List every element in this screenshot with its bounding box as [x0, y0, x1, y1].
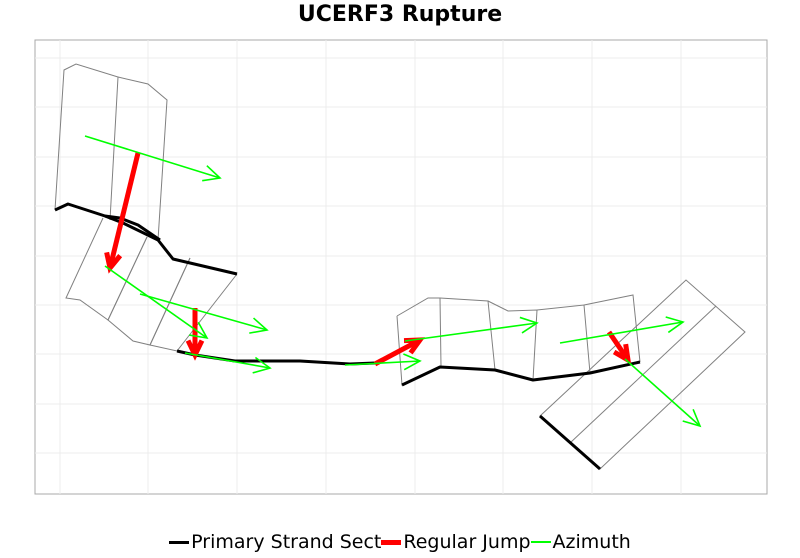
- section-outline-east-c: [487, 300, 538, 381]
- regular-jump-arrow-0: [104, 152, 141, 274]
- legend-item-primary-strand: Primary Strand Sect: [169, 531, 381, 553]
- section-outline-north-a: [54, 63, 119, 221]
- chart-title: UCERF3 Rupture: [297, 2, 503, 27]
- azimuth-arrow-3: [184, 352, 272, 374]
- section-outline-east-e: [583, 294, 641, 363]
- azimuth-arrow-6: [559, 316, 685, 344]
- regular-jump-arrow-3: [606, 330, 632, 365]
- legend: Primary Strand Sect Regular Jump Azimuth: [0, 531, 800, 553]
- azimuth-arrow-2: [139, 293, 269, 334]
- azimuth-arrow-7: [624, 358, 702, 428]
- legend-item-azimuth: Azimuth: [530, 531, 631, 553]
- azimuth-arrow-0: [84, 135, 222, 182]
- section-outline-east-a: [396, 297, 442, 386]
- legend-swatch-primary-strand: [169, 540, 190, 544]
- azimuth-arrow-4: [344, 353, 422, 371]
- legend-label-regular-jump: Regular Jump: [403, 531, 531, 553]
- series-layer: [54, 135, 702, 471]
- legend-swatch-azimuth: [530, 541, 551, 543]
- plot-frame: [34, 39, 768, 495]
- legend-swatch-regular-jump: [381, 539, 402, 545]
- azimuth-arrow-1: [104, 265, 209, 340]
- grid-lines: [35, 40, 767, 494]
- legend-label-primary-strand: Primary Strand Sect: [191, 531, 382, 553]
- azimuth-arrow-5: [404, 316, 539, 342]
- primary-strand-sect-trace-4: [539, 414, 601, 471]
- legend-item-regular-jump: Regular Jump: [381, 531, 531, 553]
- legend-label-azimuth: Azimuth: [552, 531, 631, 553]
- primary-strand-sect-trace-3: [401, 360, 641, 387]
- primary-strand-sect-trace-1: [104, 214, 161, 242]
